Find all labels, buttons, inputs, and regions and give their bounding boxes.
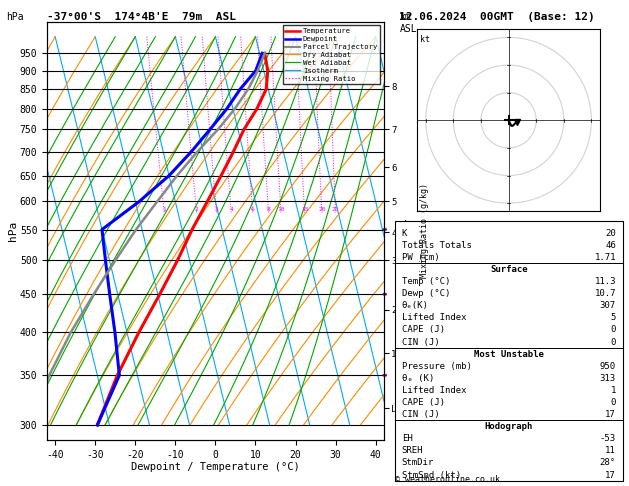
Text: -53: -53 bbox=[600, 434, 616, 443]
Text: 6: 6 bbox=[251, 208, 255, 212]
Text: Most Unstable: Most Unstable bbox=[474, 349, 544, 359]
Text: K: K bbox=[402, 229, 407, 238]
Text: 5: 5 bbox=[611, 313, 616, 322]
Text: 15: 15 bbox=[301, 208, 308, 212]
Text: 0: 0 bbox=[611, 398, 616, 407]
Text: 313: 313 bbox=[600, 374, 616, 383]
FancyBboxPatch shape bbox=[395, 221, 623, 481]
Text: -37°00'S  174°4B'E  79m  ASL: -37°00'S 174°4B'E 79m ASL bbox=[47, 12, 236, 22]
Text: CAPE (J): CAPE (J) bbox=[402, 398, 445, 407]
Text: 2: 2 bbox=[194, 208, 198, 212]
Text: Temp (°C): Temp (°C) bbox=[402, 277, 450, 286]
Text: 1.71: 1.71 bbox=[594, 253, 616, 262]
Text: 1: 1 bbox=[162, 208, 166, 212]
Text: hPa: hPa bbox=[6, 12, 24, 22]
Text: SREH: SREH bbox=[402, 447, 423, 455]
Text: StmSpd (kt): StmSpd (kt) bbox=[402, 470, 461, 480]
Text: 1: 1 bbox=[611, 386, 616, 395]
Text: 11: 11 bbox=[605, 447, 616, 455]
Text: PW (cm): PW (cm) bbox=[402, 253, 440, 262]
Legend: Temperature, Dewpoint, Parcel Trajectory, Dry Adiabat, Wet Adiabat, Isotherm, Mi: Temperature, Dewpoint, Parcel Trajectory… bbox=[282, 25, 380, 85]
Text: 0: 0 bbox=[611, 326, 616, 334]
Text: 307: 307 bbox=[600, 301, 616, 310]
Text: 46: 46 bbox=[605, 241, 616, 250]
Text: 11.3: 11.3 bbox=[594, 277, 616, 286]
Text: EH: EH bbox=[402, 434, 413, 443]
X-axis label: Dewpoint / Temperature (°C): Dewpoint / Temperature (°C) bbox=[131, 462, 300, 472]
Text: Mixing Ratio (g/kg): Mixing Ratio (g/kg) bbox=[420, 183, 429, 278]
Text: 20: 20 bbox=[605, 229, 616, 238]
Text: θₑ (K): θₑ (K) bbox=[402, 374, 434, 383]
Text: Pressure (mb): Pressure (mb) bbox=[402, 362, 472, 371]
Text: θₑ(K): θₑ(K) bbox=[402, 301, 429, 310]
Text: 3: 3 bbox=[214, 208, 218, 212]
Text: Totals Totals: Totals Totals bbox=[402, 241, 472, 250]
Text: CAPE (J): CAPE (J) bbox=[402, 326, 445, 334]
Y-axis label: hPa: hPa bbox=[8, 221, 18, 241]
Text: 8: 8 bbox=[267, 208, 270, 212]
Text: Lifted Index: Lifted Index bbox=[402, 313, 466, 322]
Text: Dewp (°C): Dewp (°C) bbox=[402, 289, 450, 298]
Text: 4: 4 bbox=[230, 208, 233, 212]
Text: km
ASL: km ASL bbox=[399, 12, 417, 34]
Text: Lifted Index: Lifted Index bbox=[402, 386, 466, 395]
Y-axis label: km
ASL: km ASL bbox=[401, 220, 419, 242]
Text: Hodograph: Hodograph bbox=[485, 422, 533, 431]
Text: kt: kt bbox=[420, 35, 430, 44]
Text: 17: 17 bbox=[605, 410, 616, 419]
Text: 10: 10 bbox=[277, 208, 285, 212]
Text: 950: 950 bbox=[600, 362, 616, 371]
Text: 20: 20 bbox=[318, 208, 326, 212]
Text: 28°: 28° bbox=[600, 458, 616, 468]
Text: StmDir: StmDir bbox=[402, 458, 434, 468]
Text: 10.7: 10.7 bbox=[594, 289, 616, 298]
Text: © weatheronline.co.uk: © weatheronline.co.uk bbox=[395, 474, 500, 484]
Text: 17: 17 bbox=[605, 470, 616, 480]
Text: CIN (J): CIN (J) bbox=[402, 338, 440, 347]
Text: 0: 0 bbox=[611, 338, 616, 347]
Text: 12.06.2024  00GMT  (Base: 12): 12.06.2024 00GMT (Base: 12) bbox=[399, 12, 595, 22]
Text: CIN (J): CIN (J) bbox=[402, 410, 440, 419]
Text: Surface: Surface bbox=[490, 265, 528, 274]
Text: 25: 25 bbox=[331, 208, 339, 212]
